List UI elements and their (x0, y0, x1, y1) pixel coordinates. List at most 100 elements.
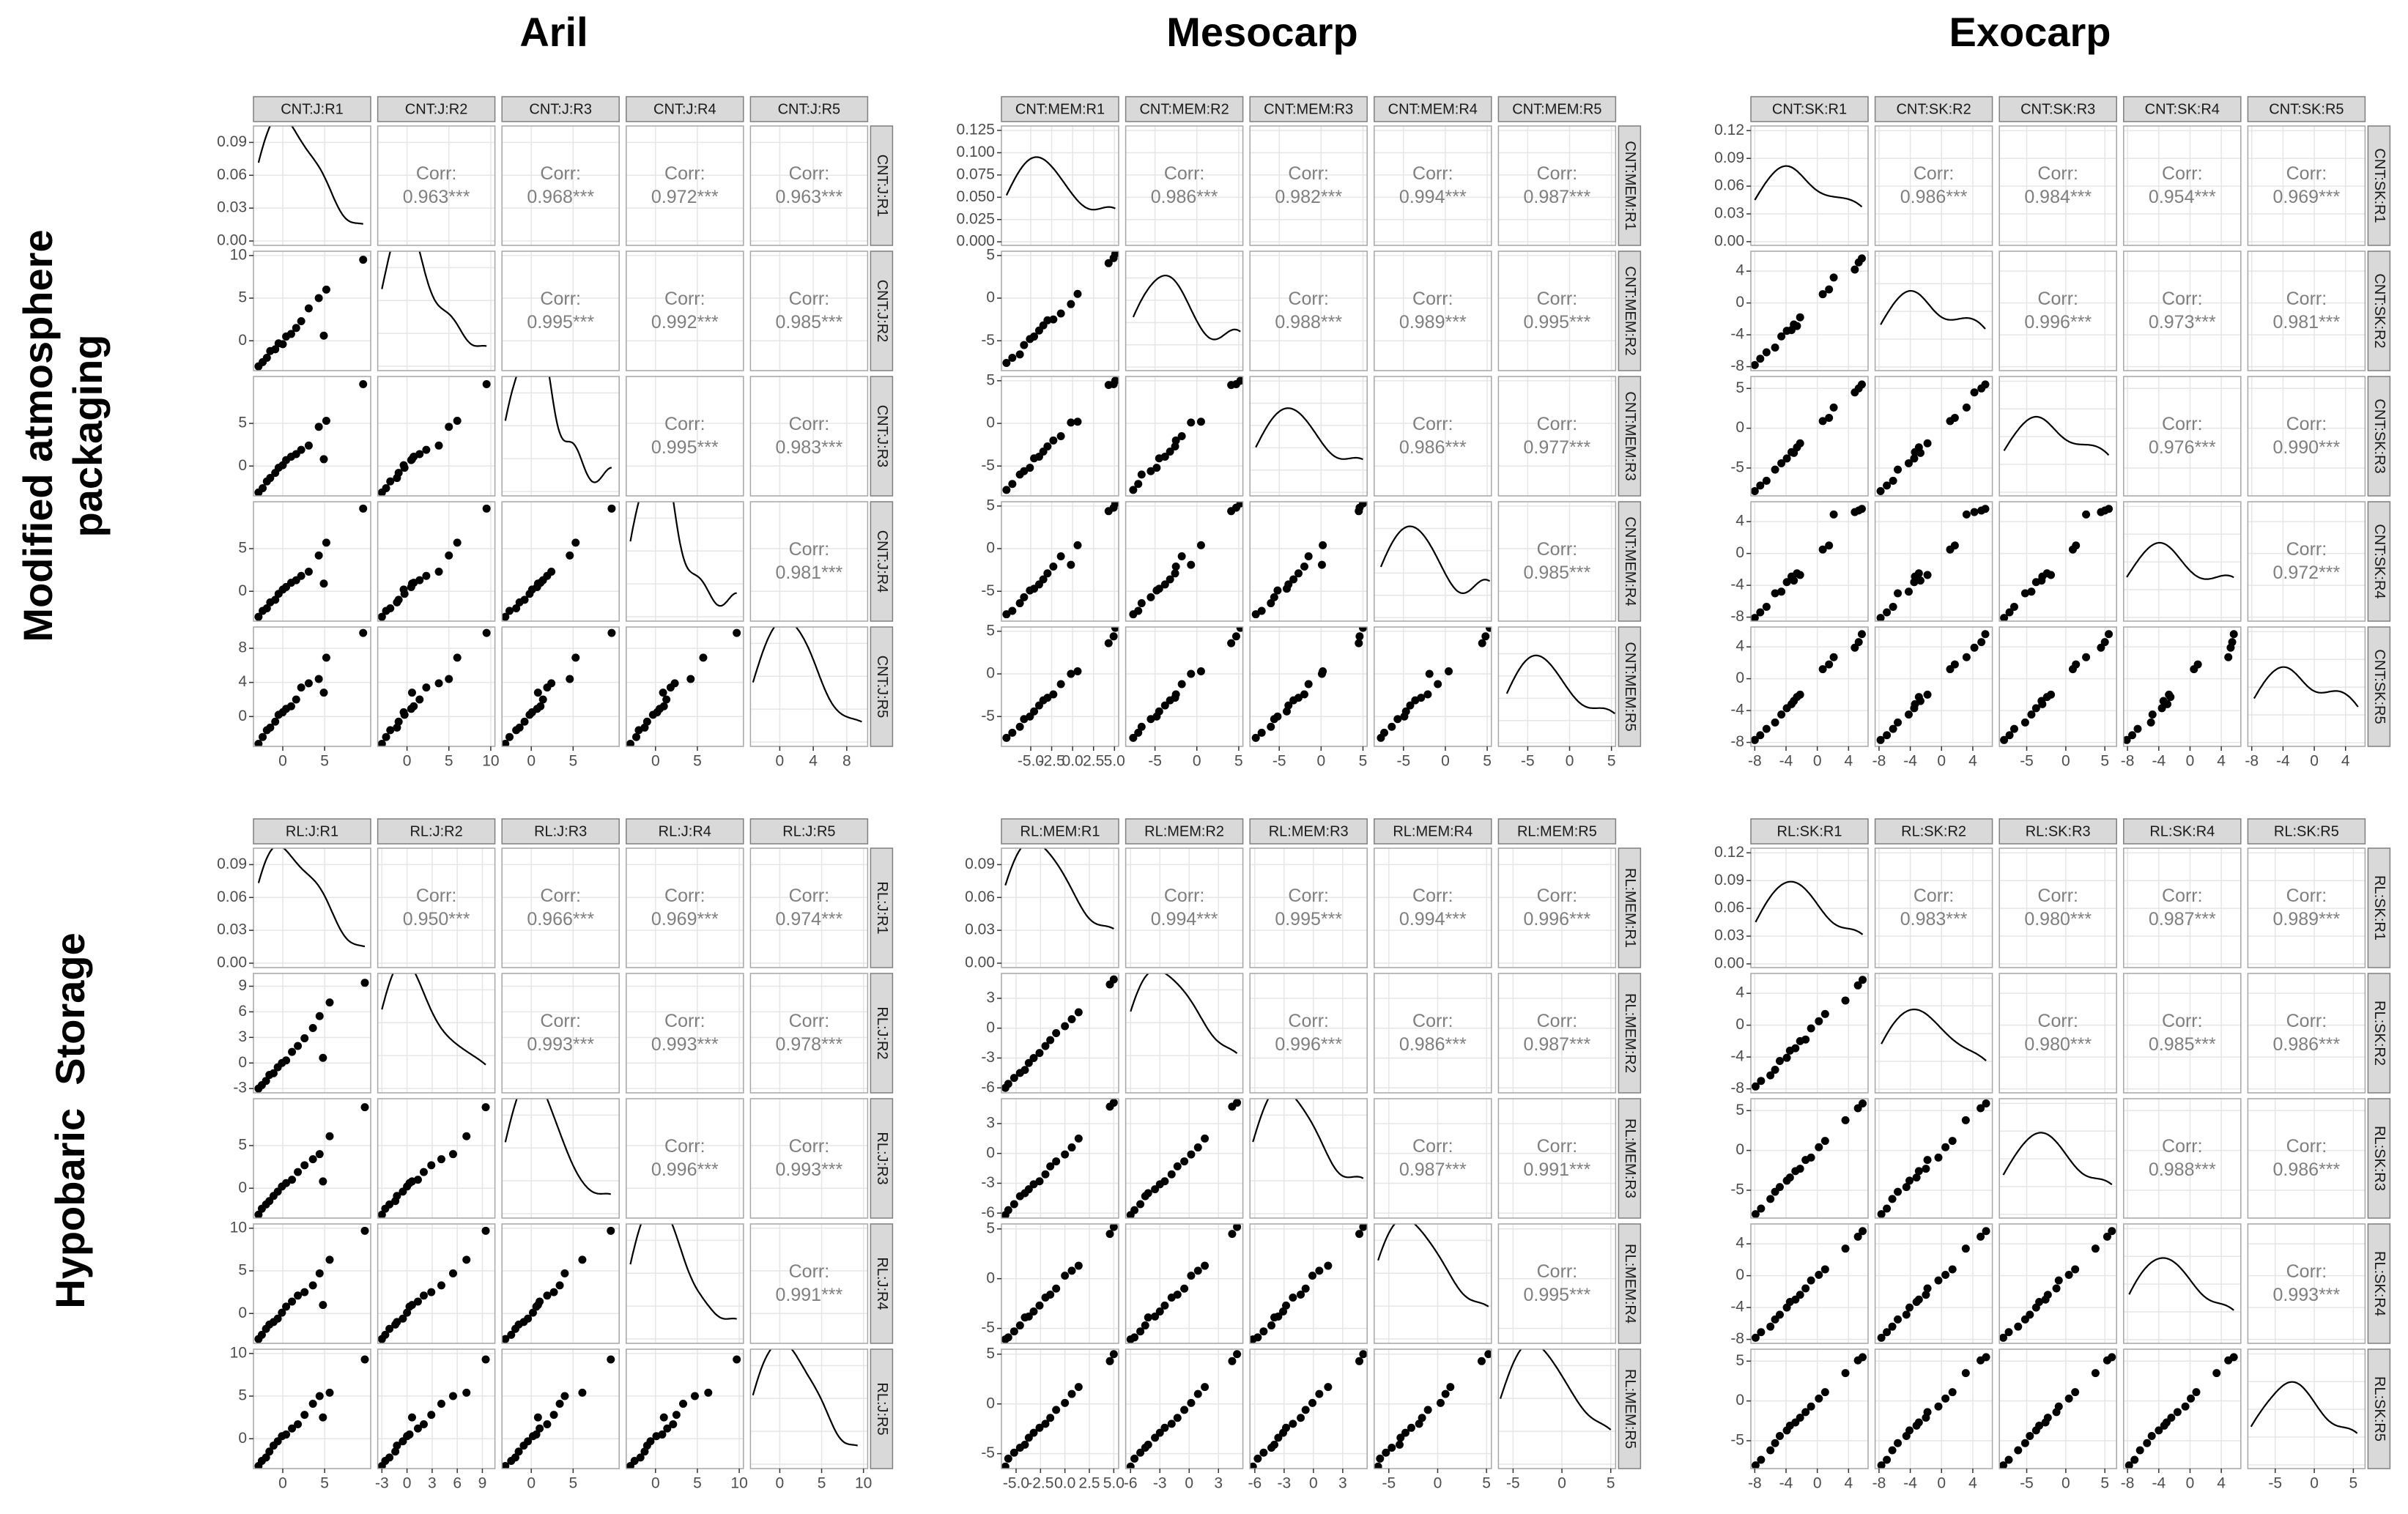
scatter-point (632, 732, 641, 741)
scatter-point (2020, 1439, 2029, 1447)
y-tick-label: 0.03 (217, 199, 247, 216)
strip-label: CNT:MEM:R3 (1264, 101, 1353, 117)
panel-background (750, 848, 868, 968)
scatter-point (1259, 1448, 1268, 1457)
panel (1875, 973, 1993, 1093)
scatter-point (445, 551, 453, 560)
scatter-point (1187, 1272, 1196, 1280)
scatter-point (1129, 733, 1138, 742)
panel-border (253, 251, 371, 371)
panel (1001, 1349, 1119, 1469)
scatter-point (359, 504, 368, 513)
scatter-point (578, 1255, 587, 1264)
scatter-point (514, 1447, 523, 1456)
panel (1875, 376, 1993, 496)
scatter-point (1284, 701, 1293, 710)
scatter-point (1273, 586, 1282, 595)
x-tick-label: 4 (2341, 753, 2350, 770)
scatter-point (1297, 1414, 1305, 1422)
panel: Corr:0.996*** (1250, 973, 1368, 1093)
x-tick-label: 4 (809, 753, 818, 770)
scatter-point (2027, 710, 2036, 719)
panel (1250, 502, 1368, 621)
corr-value: 0.978*** (776, 1034, 843, 1055)
scatter-point (1236, 376, 1243, 385)
corr-value: 0.976*** (2149, 437, 2216, 458)
scatter-point (1160, 1423, 1169, 1432)
strip-label: RL:MEM:R3 (1269, 823, 1349, 839)
x-tick-label: -5.0 (1018, 753, 1044, 770)
strip (870, 251, 894, 371)
panel: Corr:0.986*** (1374, 973, 1492, 1093)
x-tick-label: 0 (1316, 753, 1325, 770)
scatter-point (259, 732, 267, 741)
panel-background (2248, 1099, 2366, 1218)
scatter-point (2043, 1291, 2052, 1299)
scatter-point (2047, 690, 2056, 699)
panel-background (626, 251, 744, 371)
panel: Corr:0.986*** (1374, 376, 1492, 496)
panel: Corr:0.981*** (2248, 251, 2366, 371)
panel-border (1750, 1098, 1869, 1219)
scatter-point (308, 1155, 317, 1164)
y-tick-label: -4 (1730, 326, 1744, 343)
panel: Corr:0.988*** (2123, 1099, 2241, 1218)
panel: Corr:0.987*** (1498, 126, 1616, 245)
scatter-point (419, 1291, 428, 1300)
panel-border (1001, 847, 1119, 968)
scatter-point (1043, 694, 1052, 702)
density-curve (2250, 1381, 2358, 1434)
scatter-point (547, 679, 556, 688)
scatter-point (422, 571, 431, 580)
scatter-point (1173, 1414, 1182, 1422)
y-tick-label: 0.100 (956, 144, 995, 160)
scatter-point (1073, 541, 1082, 549)
panel: Corr:0.984*** (1999, 126, 2117, 245)
scatter-point (2173, 1408, 2182, 1417)
y-tick-label: -4 (1730, 576, 1744, 593)
corr-value: 0.963*** (403, 187, 470, 207)
corr-value: 0.987*** (1524, 187, 1591, 207)
strip-label: CNT:J:R2 (405, 101, 468, 117)
scatter-point (512, 604, 521, 613)
panel: Corr:0.994*** (1374, 126, 1492, 245)
scatter-point (1137, 470, 1146, 479)
scatter-point (1187, 1398, 1196, 1407)
scatter-point (1775, 1431, 1784, 1440)
scatter-point (1015, 722, 1024, 731)
corr-value: 0.983*** (776, 437, 843, 458)
panel (1125, 627, 1243, 746)
panel-background (1498, 376, 1616, 496)
scatter-point (1751, 1210, 1760, 1218)
corr-value: 0.996*** (651, 1159, 719, 1180)
scatter-point (1782, 1053, 1791, 1062)
scatter-point (1177, 432, 1186, 440)
scatter-point (2228, 638, 2237, 647)
scatter-point (2004, 1455, 2013, 1464)
scatter-point (1801, 1035, 1810, 1044)
corr-title: Corr: (789, 1011, 830, 1031)
x-tick-label: 0 (1566, 753, 1574, 770)
scatter-point (1130, 1333, 1139, 1342)
scatter-point (434, 441, 443, 450)
scatter-point (1859, 1099, 1867, 1108)
scatter-point (1167, 1170, 1176, 1179)
scatter-point (533, 689, 542, 697)
strip (2367, 501, 2391, 622)
y-tick-label: 3 (986, 1115, 995, 1132)
scatter-point (319, 579, 328, 588)
panel (1250, 1099, 1368, 1218)
x-tick-label: 0.0 (1062, 753, 1083, 770)
panel-border (1750, 501, 1869, 622)
x-tick-label: 5 (2100, 753, 2109, 770)
scatter-point (1130, 1454, 1139, 1463)
panel-background (502, 1099, 620, 1218)
corr-title: Corr: (540, 163, 581, 184)
panel-border (2247, 376, 2366, 497)
scatter-point (399, 1314, 407, 1323)
strip-label: CNT:J:R5 (778, 101, 841, 117)
panel-background (750, 126, 868, 245)
y-tick-label: 5 (1735, 1102, 1744, 1118)
scatter-point (1049, 562, 1058, 571)
